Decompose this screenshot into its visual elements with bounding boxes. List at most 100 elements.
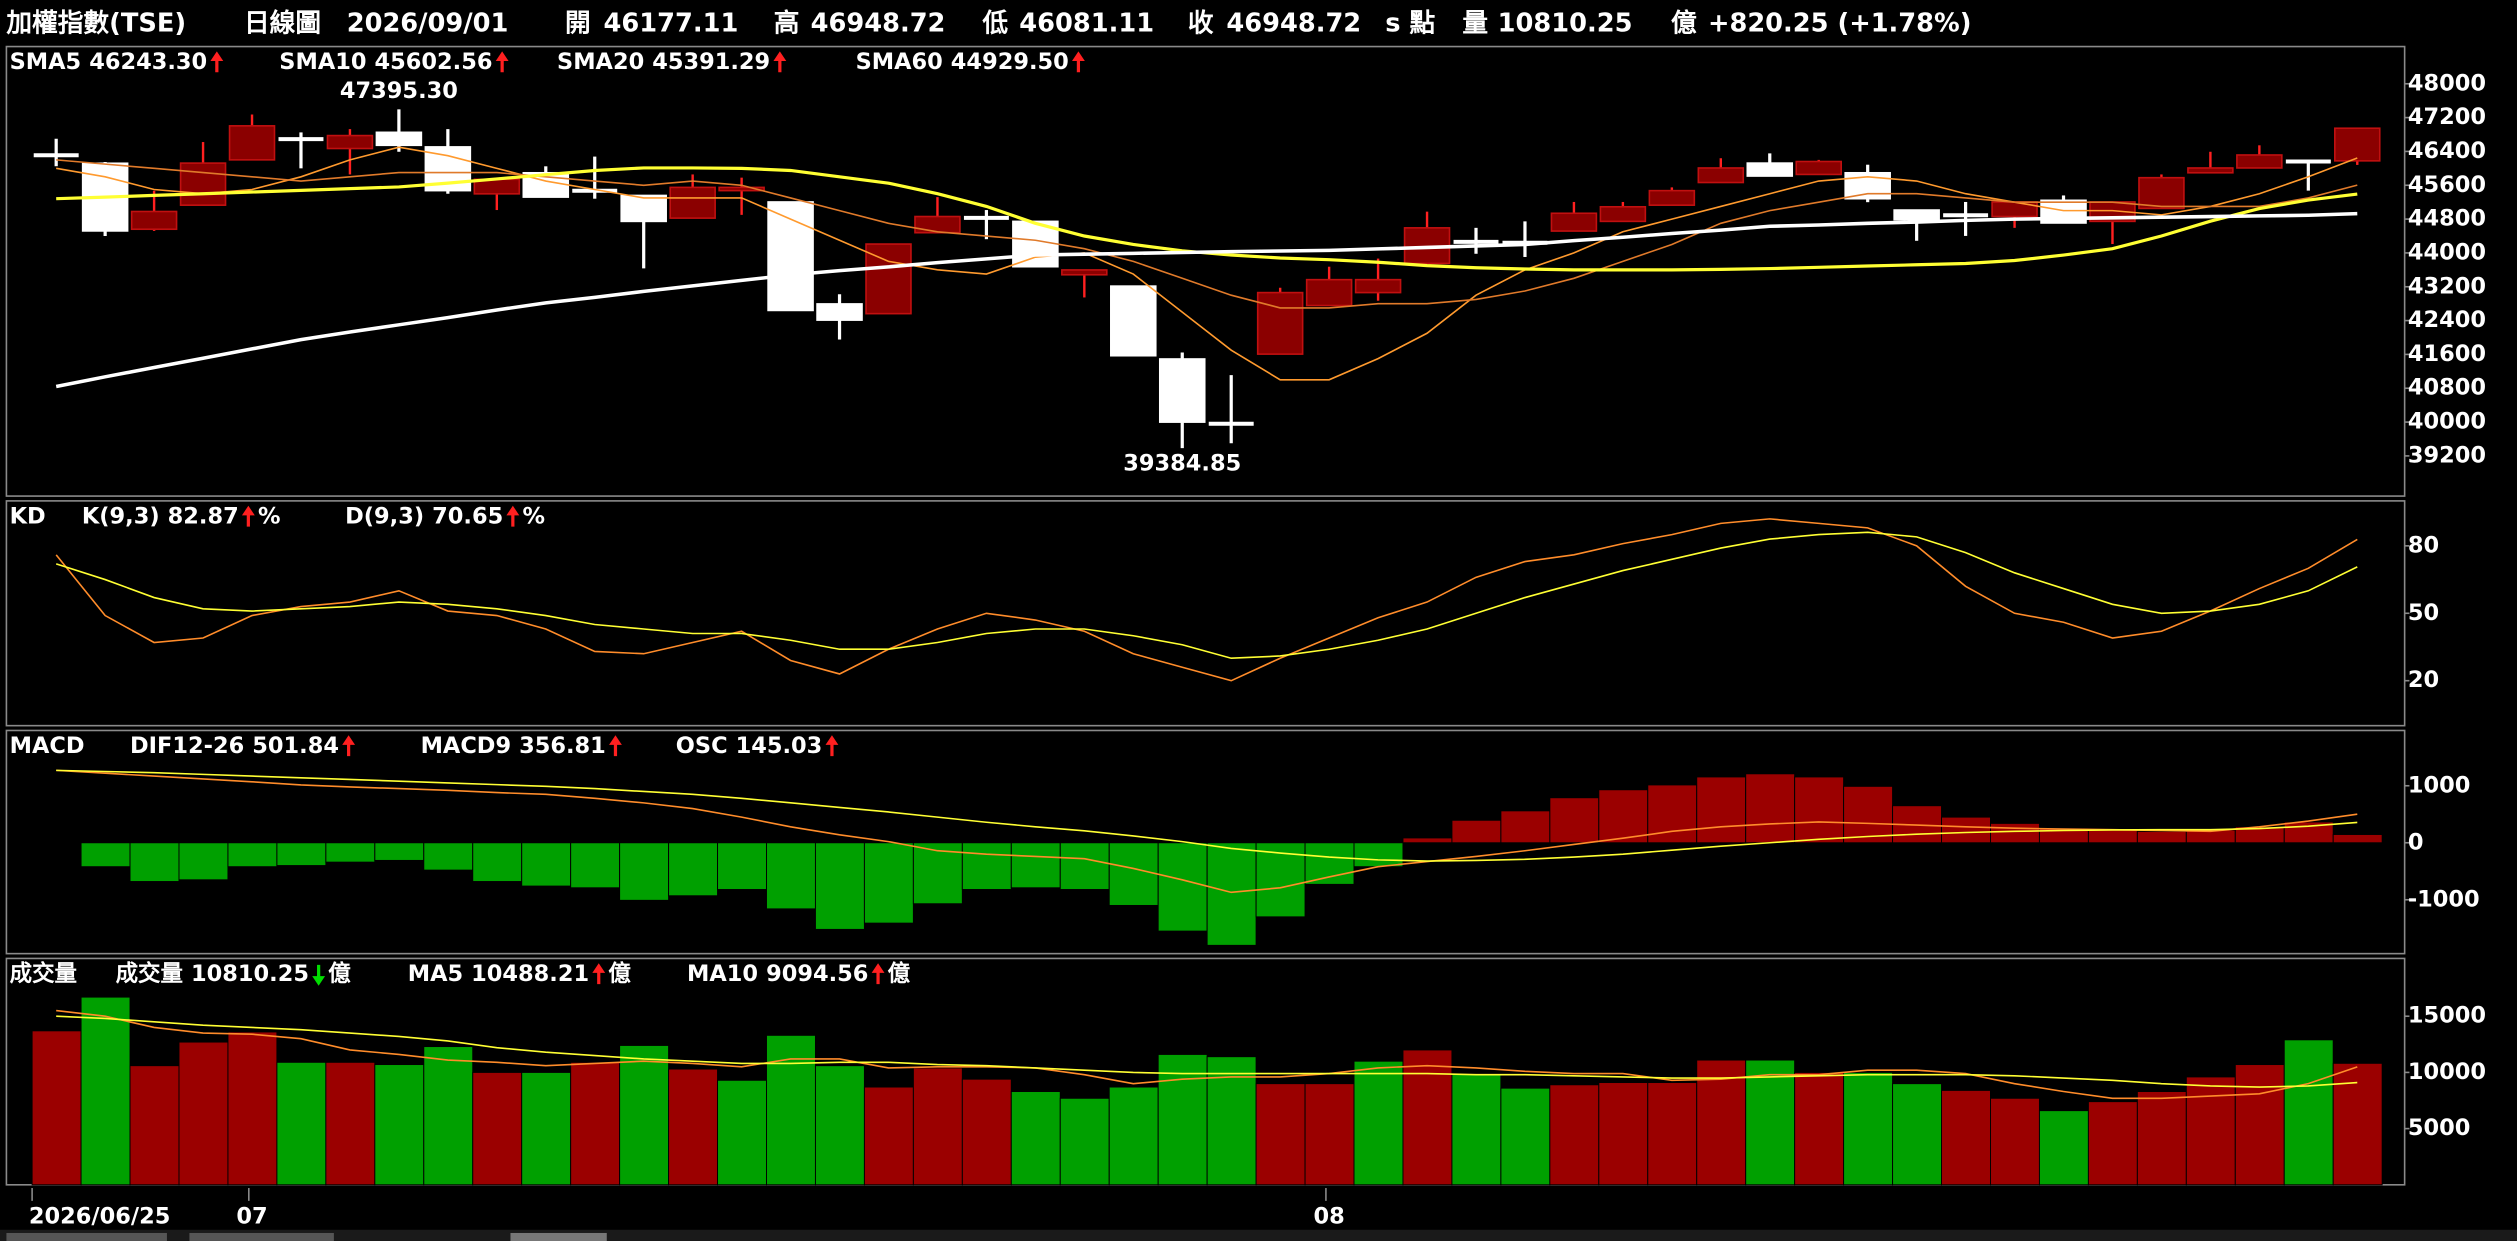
bar xyxy=(1157,842,1208,932)
y-tick-label: 43200 xyxy=(2408,273,2486,299)
legend-value: 9094.56 xyxy=(766,961,868,987)
bar xyxy=(2332,834,2383,844)
bar xyxy=(668,842,719,897)
bar xyxy=(1108,1086,1159,1186)
bar xyxy=(521,842,572,887)
bar xyxy=(912,1067,963,1186)
header-text: 46177.11 xyxy=(604,9,739,39)
trend-arrow xyxy=(1071,51,1085,73)
y-tick-label: 0 xyxy=(2408,829,2424,855)
bar xyxy=(717,842,767,890)
legend-unit: 億 xyxy=(328,961,351,987)
candle-body xyxy=(228,125,276,161)
candle-body xyxy=(669,186,716,219)
bar xyxy=(1059,1097,1110,1186)
header-text: 日線圖 xyxy=(244,8,321,39)
bar xyxy=(1500,1087,1551,1186)
bar xyxy=(2136,1091,2187,1186)
header-text: 高 xyxy=(774,8,800,39)
line-series xyxy=(55,531,2358,660)
trend-arrow xyxy=(592,963,606,985)
y-tick-label: 10000 xyxy=(2408,1059,2486,1085)
header-text: 低 xyxy=(981,9,1008,39)
bar xyxy=(1549,797,1600,844)
y-tick-label: 42400 xyxy=(2408,307,2486,333)
legend-name: D(9,3) xyxy=(345,503,424,529)
bar xyxy=(1304,842,1355,885)
candle-body xyxy=(1893,209,1940,221)
y-tick-label: 39200 xyxy=(2408,442,2486,468)
candle-body xyxy=(1354,278,1402,294)
bar xyxy=(1304,1083,1355,1186)
bar xyxy=(1206,842,1257,946)
bar xyxy=(374,1064,425,1186)
legend-name: MA10 xyxy=(687,961,758,987)
bar xyxy=(766,842,816,910)
bar xyxy=(2283,1039,2334,1186)
bar xyxy=(31,842,82,845)
legend-name: SMA20 xyxy=(557,49,644,75)
bar xyxy=(814,1065,865,1186)
candle-body xyxy=(130,210,178,231)
bar xyxy=(1647,1082,1698,1186)
legend-name: MACD9 xyxy=(421,733,512,759)
x-tick-label: 07 xyxy=(236,1203,267,1229)
line-series xyxy=(56,769,2358,862)
bar xyxy=(2038,1110,2089,1186)
y-tick-label: 5000 xyxy=(2408,1115,2471,1141)
y-tick-label: 40000 xyxy=(2408,409,2486,435)
panel-title: 成交量 xyxy=(10,960,77,987)
candle-body xyxy=(767,201,814,312)
candle-body xyxy=(375,131,423,147)
candle-body xyxy=(2187,167,2234,174)
scrollbar xyxy=(0,1229,2517,1241)
bar xyxy=(1794,776,1845,844)
bar xyxy=(1549,1084,1600,1186)
low-label: 39384.85 xyxy=(1123,451,1241,477)
bar xyxy=(1892,1083,1943,1186)
trend-arrow xyxy=(825,735,839,757)
bar xyxy=(1990,1097,2040,1186)
bar xyxy=(1843,1071,1894,1186)
legend-name: OSC xyxy=(676,733,728,759)
bar xyxy=(961,1078,1012,1186)
candle-body xyxy=(1697,167,1745,184)
bar xyxy=(1990,822,2040,844)
bar xyxy=(129,842,180,883)
candle-body xyxy=(1746,162,1794,177)
bar xyxy=(1745,773,1796,844)
bar xyxy=(1843,785,1894,844)
bar xyxy=(570,842,621,889)
header-text: 加權指數(TSE) xyxy=(5,9,186,39)
scroll-tab xyxy=(189,1232,334,1241)
candle-body xyxy=(1256,291,1304,355)
bar xyxy=(717,1079,767,1186)
y-tick-label: 47200 xyxy=(2408,104,2486,130)
bar xyxy=(276,842,327,867)
candle-body xyxy=(2138,176,2185,210)
bar xyxy=(619,1044,670,1186)
legend-unit: 億 xyxy=(888,961,911,987)
bar xyxy=(1745,1059,1796,1186)
bar xyxy=(1059,842,1110,890)
header-text: 46948.72 xyxy=(811,9,946,39)
candle-body xyxy=(1158,358,1206,423)
bar xyxy=(2087,829,2138,844)
bar xyxy=(2332,1062,2383,1186)
legend-value: 45602.56 xyxy=(375,49,493,75)
bar xyxy=(2185,1076,2236,1186)
y-tick-label: 80 xyxy=(2408,532,2439,558)
legend-value: 82.87 xyxy=(168,503,239,529)
legend-name: SMA60 xyxy=(856,49,943,75)
candle-body xyxy=(2334,127,2381,162)
header-text: +820.25 (+1.78%) xyxy=(1708,9,1972,39)
bar xyxy=(227,1031,278,1186)
x-tick-label: 08 xyxy=(1313,1203,1344,1229)
bar xyxy=(276,1061,327,1186)
y-tick-label: 50 xyxy=(2408,600,2439,626)
x-tick-label: 2026/06/25 xyxy=(29,1203,170,1229)
bar xyxy=(1108,842,1159,906)
bar xyxy=(1598,789,1649,844)
bar xyxy=(961,842,1012,890)
